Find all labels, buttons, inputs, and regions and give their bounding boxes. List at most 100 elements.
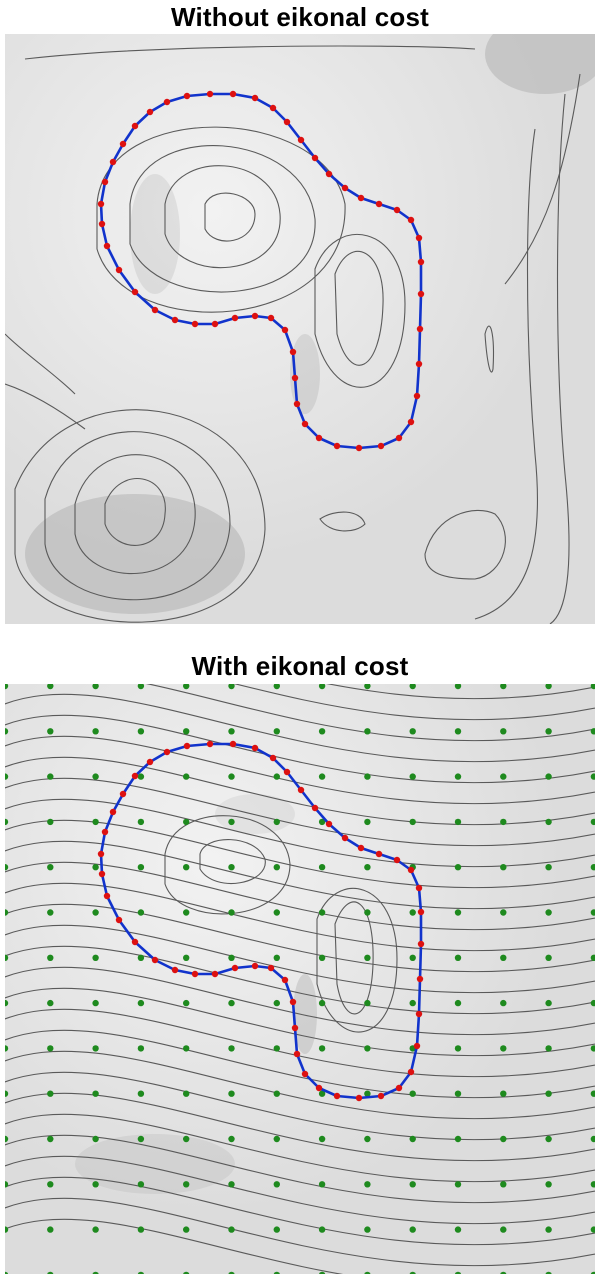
curve-point: [415, 360, 423, 368]
grid-point: [364, 1135, 371, 1143]
curve-point: [297, 786, 305, 794]
curve-point: [146, 758, 154, 766]
contour-line: [5, 924, 595, 994]
grid-point: [364, 909, 371, 916]
grid-point: [454, 909, 462, 916]
grid-point: [454, 773, 462, 780]
grid-point: [92, 1135, 99, 1143]
grid-point: [273, 1045, 280, 1052]
contour-line: [5, 1050, 595, 1120]
grid-point: [545, 1090, 552, 1097]
curve-point: [229, 90, 237, 98]
grid-point: [137, 1135, 145, 1143]
curve-point: [333, 1092, 341, 1100]
grid-point: [137, 818, 145, 826]
grid-point: [364, 1226, 371, 1233]
grid-point: [228, 818, 235, 826]
curve-points: [97, 90, 425, 452]
curve-point: [417, 290, 425, 298]
curve-point: [297, 136, 305, 144]
grid-point: [137, 999, 145, 1007]
curve-point: [375, 200, 383, 208]
curve-point: [341, 184, 349, 192]
grid-point: [273, 1135, 280, 1143]
curve-points: [97, 740, 425, 1102]
curve-point: [377, 442, 385, 450]
grid-point: [5, 1090, 9, 1097]
grid-point: [500, 909, 507, 916]
grid-point: [545, 1181, 552, 1188]
grid-point: [318, 999, 326, 1007]
contour-line: [424, 509, 506, 580]
grid-point: [500, 818, 507, 826]
contour-line: [5, 819, 595, 889]
grid-point: [228, 999, 235, 1007]
grid-point: [273, 1090, 280, 1097]
contour-line: [5, 1155, 595, 1225]
curve-point: [211, 970, 219, 978]
grid-point: [454, 1226, 462, 1233]
contour-line: [474, 128, 538, 620]
grid-point: [47, 909, 54, 916]
background-field: [5, 34, 595, 624]
grid-point: [500, 728, 507, 735]
grid-point: [5, 818, 9, 826]
grid-point: [183, 999, 190, 1007]
grid-point: [273, 1181, 280, 1188]
curve-point: [231, 964, 239, 972]
curve-point: [115, 266, 123, 274]
contour-line: [5, 735, 595, 805]
curve-point: [251, 94, 259, 102]
grid-point: [545, 909, 552, 916]
grid-point: [590, 773, 595, 780]
grid-point: [318, 1226, 326, 1233]
grid-point: [500, 684, 507, 690]
grid-point: [137, 909, 145, 916]
contour-line: [5, 966, 595, 1036]
contour-line: [5, 987, 595, 1057]
contour-plot-with-eikonal: [5, 684, 595, 1274]
contour-line: [204, 192, 256, 242]
grid-point: [590, 954, 595, 961]
grid-point: [5, 999, 9, 1007]
grid-point: [137, 1271, 144, 1274]
grid-point: [590, 818, 595, 826]
grid-point: [183, 728, 190, 735]
grid-point: [183, 864, 190, 871]
curve-point: [407, 866, 415, 874]
grid-point: [92, 954, 99, 961]
contour-lines: [5, 45, 581, 624]
contour-lines: [5, 684, 595, 1274]
grid-point: [409, 1090, 416, 1097]
contour-line: [5, 1176, 595, 1246]
curve-point: [171, 316, 179, 324]
grid-point: [47, 864, 54, 871]
curve-point: [311, 804, 319, 812]
grid-point: [545, 864, 552, 871]
grid-point: [228, 1226, 235, 1233]
grid-point: [273, 909, 280, 916]
grid-point: [590, 1135, 595, 1143]
contour-line: [5, 333, 86, 430]
grid-point: [319, 1271, 326, 1274]
grid-point: [409, 773, 416, 780]
grid-point: [590, 999, 595, 1007]
curve-point: [293, 1050, 301, 1058]
curve-point: [375, 850, 383, 858]
grid-point: [137, 1090, 145, 1097]
grid-point: [47, 728, 54, 735]
curve-point: [131, 938, 139, 946]
grid-point: [273, 684, 280, 690]
contour-line: [5, 861, 595, 931]
curve-point: [163, 98, 171, 106]
grid-point: [183, 909, 190, 916]
grid-point: [137, 1181, 145, 1188]
grid-point: [545, 1135, 552, 1143]
grid-point: [590, 1090, 595, 1097]
grid-point: [318, 728, 326, 735]
curve-point: [97, 200, 105, 208]
curve-point: [325, 820, 333, 828]
grid-point: [47, 954, 54, 961]
curve-point: [407, 418, 415, 426]
grid-point: [318, 1090, 326, 1097]
